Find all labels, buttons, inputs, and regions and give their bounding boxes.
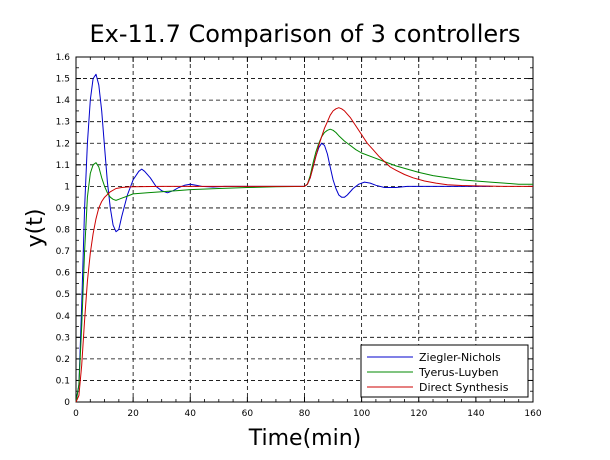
y-tick-label: 0.9 <box>56 204 71 214</box>
y-tick-label: 0.7 <box>56 247 70 257</box>
x-tick-label: 40 <box>185 409 197 419</box>
x-axis-label: Time(min) <box>248 426 362 451</box>
series-line-direct-synthesis <box>75 107 533 403</box>
y-tick-label: 1.5 <box>56 75 70 85</box>
y-tick-label: 0.8 <box>56 226 71 236</box>
chart-title: Ex-11.7 Comparison of 3 controllers <box>89 20 520 48</box>
legend-label: Direct Synthesis <box>419 381 509 394</box>
y-tick-label: 0.1 <box>56 376 70 386</box>
y-tick-label: 0.2 <box>56 355 70 365</box>
series-lines <box>75 73 533 403</box>
x-tick-label: 120 <box>410 409 427 419</box>
y-tick-label: 1 <box>64 182 70 192</box>
y-tick-label: 1.3 <box>56 118 70 128</box>
y-tick-label: 1.4 <box>56 96 71 106</box>
y-tick-label: 0 <box>64 398 70 408</box>
y-axis-label: y(t) <box>23 209 48 248</box>
y-tick-label: 0.3 <box>56 333 70 343</box>
legend-box <box>360 344 529 398</box>
series-line-ziegler-nichols <box>75 73 491 403</box>
x-tick-label: 60 <box>242 409 254 419</box>
x-tick-label: 20 <box>127 409 139 419</box>
y-tick-label: 0.6 <box>56 269 71 279</box>
y-tick-label: 1.1 <box>56 161 70 171</box>
x-tick-label: 160 <box>524 409 541 419</box>
legend-label: Tyerus-Luyben <box>418 366 499 379</box>
y-tick-label: 1.6 <box>56 53 71 63</box>
x-tick-label: 0 <box>73 409 79 419</box>
x-tick-label: 140 <box>467 409 484 419</box>
y-tick-label: 0.5 <box>56 290 70 300</box>
grid-lines <box>76 57 533 402</box>
x-tick-label: 80 <box>299 409 311 419</box>
legend: Ziegler-Nichols Tyerus-Luyben Direct Synth… <box>360 344 529 398</box>
legend-label: Ziegler-Nichols <box>419 351 501 364</box>
y-tick-label: 1.2 <box>56 139 70 149</box>
x-tick-label: 100 <box>353 409 370 419</box>
y-tick-label: 0.4 <box>56 312 71 322</box>
axis-ticks: 0 20 40 60 80 100 120 140 160 0 0.1 0.2 0.3 0.4 0.5 0.6… <box>56 53 542 419</box>
